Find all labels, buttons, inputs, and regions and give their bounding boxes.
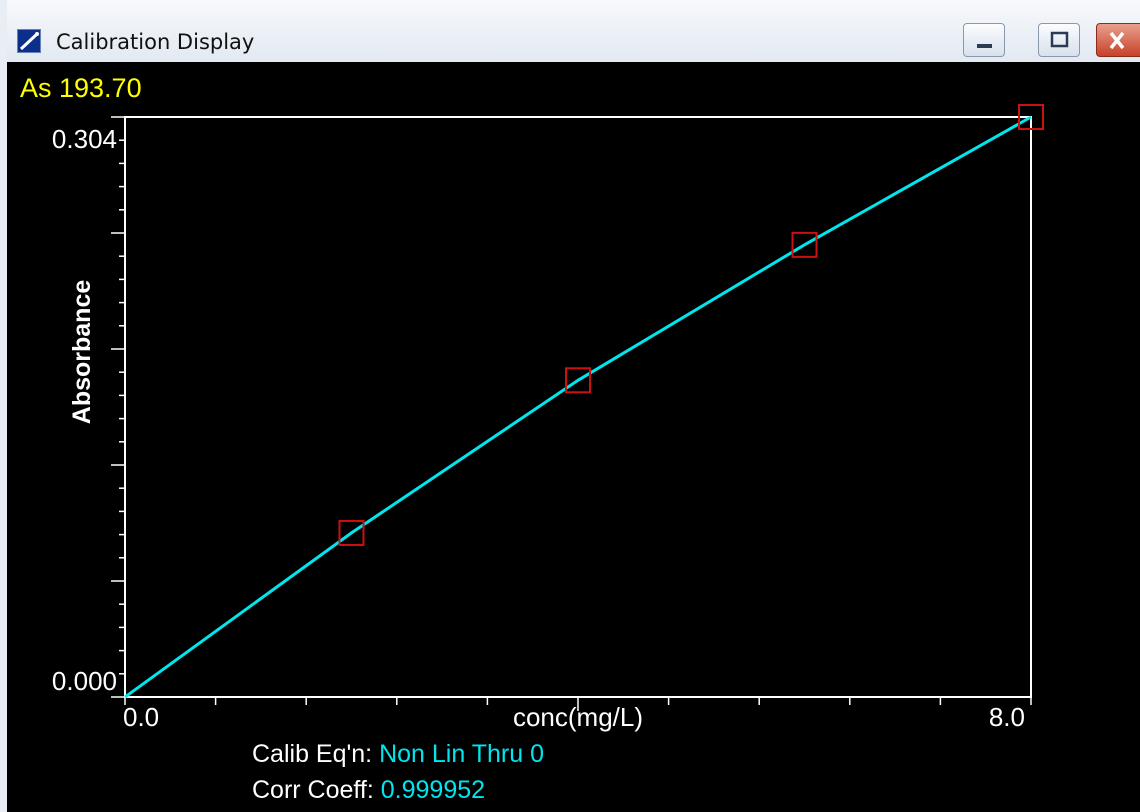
calibration-chart-icon xyxy=(17,29,41,53)
y-tick-label-min: 0.000 xyxy=(52,666,117,696)
x-axis-label: conc(mg/L) xyxy=(513,702,643,732)
minimize-icon xyxy=(977,44,992,48)
calibration-point-3 xyxy=(791,231,818,258)
correlation-coefficient-row: Corr Coeff: 0.999952 xyxy=(252,776,485,805)
y-tick-label-max: 0.304 xyxy=(52,124,117,154)
minimize-button[interactable] xyxy=(963,23,1005,57)
window-left-border xyxy=(0,0,7,812)
axis-ticks xyxy=(111,116,1032,711)
close-button[interactable] xyxy=(1096,23,1140,57)
x-tick-label-max: 8.0 xyxy=(989,702,1025,732)
calibration-equation-value: Non Lin Thru 0 xyxy=(379,740,544,768)
y-axis-label: Absorbance xyxy=(68,280,96,425)
calibration-equation-label: Calib Eq'n: xyxy=(252,740,373,768)
calibration-chart: 0.304 0.000 0.0 8.0 conc(mg/L) Absorbanc… xyxy=(52,104,1044,732)
x-tick-label-min: 0.0 xyxy=(123,702,159,732)
client-area: As 193.70 0.304 0.000 0.0 8.0 conc(mg/L)… xyxy=(7,62,1140,812)
correlation-coefficient-value: 0.999952 xyxy=(380,776,486,804)
maximize-icon xyxy=(1050,31,1069,48)
calibration-point-4 xyxy=(1018,104,1044,130)
correlation-coefficient-label: Corr Coeff: xyxy=(252,776,374,804)
calibration-equation-row: Calib Eq'n: Non Lin Thru 0 xyxy=(252,740,544,769)
plot-frame xyxy=(124,116,1032,698)
close-icon xyxy=(1109,31,1125,50)
calibration-points xyxy=(338,104,1044,546)
calibration-curve xyxy=(124,115,1032,699)
calibration-point-1 xyxy=(338,519,365,546)
window-title: Calibration Display xyxy=(56,30,255,54)
element-wavelength-label: As 193.70 xyxy=(20,73,142,103)
calibration-point-2 xyxy=(565,367,591,394)
title-bar[interactable]: Calibration Display xyxy=(7,0,1140,62)
maximize-button[interactable] xyxy=(1038,23,1080,57)
